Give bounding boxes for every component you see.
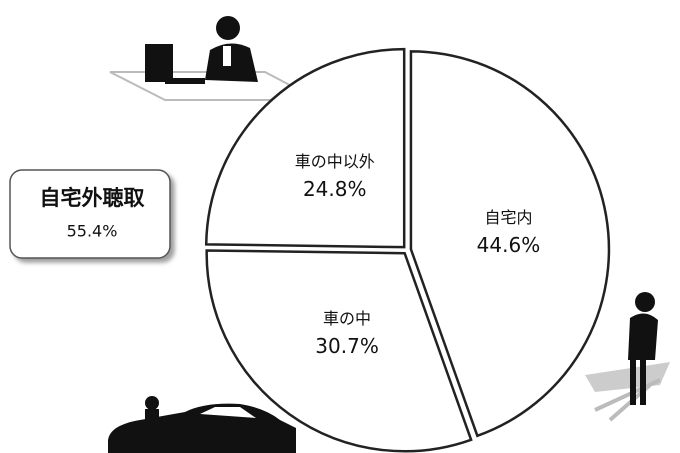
annotation-box <box>9 169 171 259</box>
car-icon <box>108 396 296 453</box>
slice-label: 自宅内 <box>484 208 532 227</box>
slice-value: 30.7% <box>315 334 379 358</box>
slice-label: 車の中 <box>323 309 371 328</box>
slice-value: 44.6% <box>477 233 541 257</box>
annotation-value: 55.4% <box>67 222 118 241</box>
annotation-text: 自宅外聴取 <box>40 186 145 210</box>
slice-value: 24.8% <box>303 177 367 201</box>
pie-slice <box>409 50 611 438</box>
pie-slice <box>205 249 473 453</box>
slice-label: 車の中以外 <box>295 152 375 171</box>
ironing-icon <box>585 292 670 422</box>
office-worker-icon <box>109 16 319 101</box>
pie-slice <box>204 47 406 249</box>
